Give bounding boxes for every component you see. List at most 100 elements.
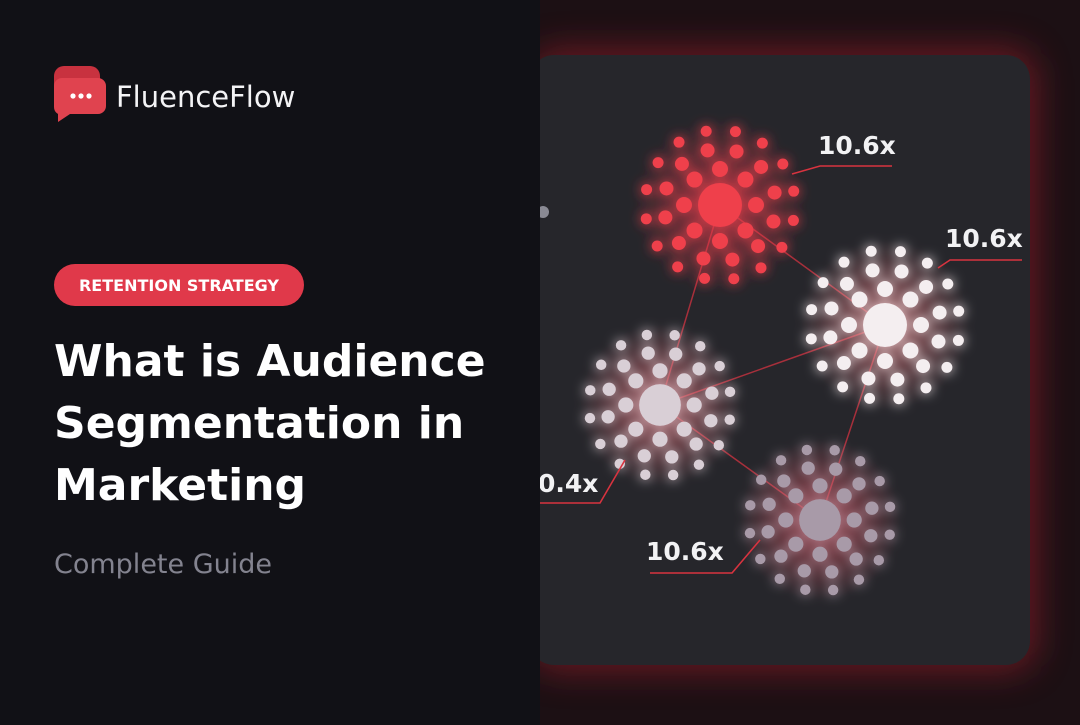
cluster-dot	[614, 458, 625, 470]
cluster-dot	[865, 263, 880, 278]
subtitle: Complete Guide	[54, 549, 272, 580]
cluster-dot	[890, 372, 905, 387]
cluster-dot	[852, 477, 866, 491]
cluster-dot	[787, 214, 799, 226]
cluster-dot	[751, 239, 766, 254]
cluster-dot	[755, 474, 767, 485]
cluster-dot	[801, 444, 813, 456]
brand: FluenceFlow	[116, 80, 295, 114]
cluster-dot	[877, 281, 893, 297]
cluster-dot	[659, 181, 674, 196]
cluster-dot	[615, 340, 627, 351]
cluster-dot	[864, 529, 878, 543]
cluster-dot	[618, 397, 634, 413]
cluster-dot	[884, 529, 895, 540]
cluster-dot	[919, 279, 934, 294]
cluster-dot	[777, 158, 789, 170]
cluster-core	[863, 303, 907, 347]
cluster	[635, 120, 805, 290]
cluster-dot	[827, 584, 839, 596]
cluster-dot	[689, 437, 703, 451]
cluster-dot	[805, 333, 817, 345]
cluster-dot	[748, 197, 764, 213]
cluster-dot	[855, 455, 866, 467]
cluster-dot	[839, 276, 854, 291]
cluster-dot	[756, 137, 768, 149]
cluster-dot	[836, 536, 852, 552]
cluster-dot	[692, 362, 706, 376]
cluster-dot	[853, 574, 865, 585]
cluster-dot	[595, 438, 606, 450]
cluster-dot	[836, 356, 851, 371]
multiplier-label: 10.6x	[818, 131, 896, 160]
cluster-core	[799, 499, 841, 541]
cluster-dot	[812, 546, 828, 562]
cluster-dot	[788, 488, 804, 504]
title-line: Marketing	[54, 460, 306, 511]
cluster-dot	[762, 497, 776, 511]
cluster-dot	[806, 304, 818, 316]
logo-dot	[70, 93, 76, 99]
cluster-dot	[823, 330, 838, 345]
cluster-dot	[778, 512, 794, 528]
cluster-dot	[754, 159, 769, 174]
cluster-dot	[667, 469, 679, 481]
cluster-dot	[693, 459, 705, 470]
cluster-dot	[695, 340, 706, 352]
cluster-dot	[777, 474, 791, 488]
cluster-dot	[893, 393, 905, 405]
cluster-dot	[776, 241, 788, 253]
cluster-dot	[641, 329, 653, 341]
cluster-dot	[865, 501, 879, 515]
cluster-dot	[851, 342, 868, 359]
cluster-dot	[838, 256, 850, 268]
cluster-dot	[686, 222, 703, 239]
cluster-dot	[640, 213, 652, 225]
cluster-dot	[729, 126, 741, 138]
title-line: What is Audience	[54, 336, 486, 387]
cluster-dot	[825, 565, 839, 579]
cluster-dot	[932, 305, 947, 320]
cluster-dot	[920, 382, 932, 394]
cluster-dot	[671, 236, 686, 251]
cluster-dot	[724, 414, 735, 425]
cluster-dot	[864, 392, 876, 404]
cluster-dot	[686, 171, 703, 188]
cluster-dot	[676, 197, 692, 213]
label-leader	[540, 459, 626, 504]
cluster-dot	[837, 381, 849, 393]
cluster-dot	[836, 488, 852, 504]
cluster-dot	[652, 157, 664, 169]
cluster-dot	[902, 291, 919, 308]
cluster-dot	[931, 334, 946, 349]
cluster-dot	[829, 445, 840, 456]
cluster-dot	[774, 573, 785, 585]
cluster-dot	[614, 434, 628, 448]
cluster-dot	[712, 233, 728, 249]
cluster-dot	[873, 555, 885, 566]
cluster-dot	[658, 210, 673, 225]
cluster-dot	[846, 512, 862, 528]
cluster-dot	[704, 414, 718, 428]
cluster-dot	[817, 277, 829, 289]
label-leader	[791, 165, 892, 175]
cluster-dot	[628, 421, 644, 437]
cluster-dot	[601, 410, 615, 424]
cluster-dot	[902, 342, 919, 359]
cluster-dot	[700, 143, 715, 158]
cluster-dot	[797, 564, 811, 578]
network: 10.6x 10.6x 0.4x 10.6x	[537, 120, 1023, 601]
cluster-dot	[737, 171, 754, 188]
cluster-dot	[800, 584, 811, 595]
cluster-dot	[674, 156, 689, 171]
cluster	[800, 240, 970, 410]
cluster-dot	[921, 257, 933, 269]
cluster	[579, 324, 741, 486]
cluster-dot	[745, 500, 756, 511]
cluster-dot	[652, 363, 668, 379]
cluster-dot	[665, 450, 679, 464]
cluster-dot	[584, 412, 596, 424]
cluster-dot	[737, 222, 754, 239]
cluster-dot	[941, 361, 953, 373]
